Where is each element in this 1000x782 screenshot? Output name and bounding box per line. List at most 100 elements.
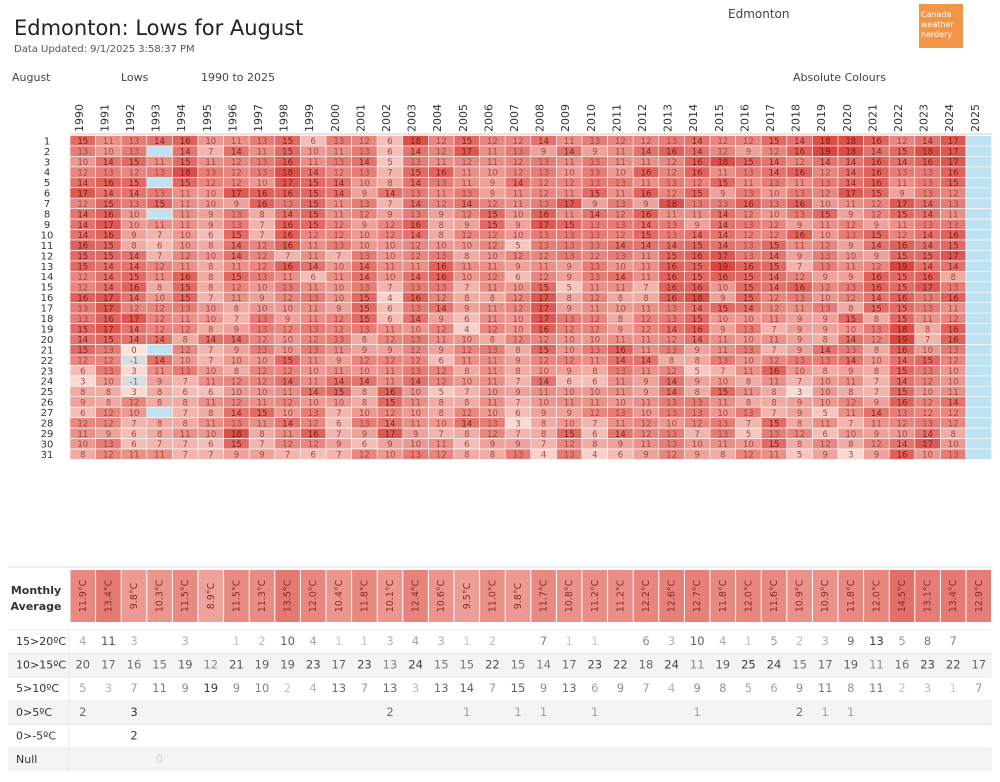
cell-value: 9	[490, 179, 495, 189]
cell-value: 18	[180, 169, 191, 179]
day-label: 15	[41, 283, 54, 294]
cell-value: 17	[538, 294, 549, 304]
cell-value: 17	[538, 304, 549, 314]
cell-value: 12	[359, 137, 370, 147]
cell-value: 12	[461, 409, 472, 419]
brand-logo[interactable]: Canada weather nerdery	[919, 4, 963, 48]
logo-line-3: nerdery	[921, 30, 953, 39]
cell-value: 14	[897, 378, 908, 388]
cell-value: 7	[515, 398, 520, 408]
bin-count: 15	[511, 681, 526, 695]
bin-count: 7	[130, 681, 137, 695]
cell-value: 14	[410, 315, 421, 325]
cell-value: 9	[490, 440, 495, 450]
colour-mode-filter[interactable]: Absolute Colours	[793, 71, 886, 84]
cell-value: 14	[641, 357, 652, 367]
cell-value: 12	[77, 200, 88, 210]
cell-value: 13	[410, 210, 421, 220]
cell-value: 12	[513, 294, 524, 304]
cell-value: 15	[103, 336, 114, 346]
cell-value: 14	[897, 357, 908, 367]
cell-value: 11	[564, 210, 575, 220]
cell-value: 10	[333, 283, 344, 293]
cell-value: 14	[333, 189, 344, 199]
cell-value: 7	[541, 440, 546, 450]
cell-value: 12	[820, 283, 831, 293]
cell-value: 15	[487, 221, 498, 231]
cell-value: 10	[180, 231, 191, 241]
bin-count: 1	[463, 634, 470, 648]
cell-value: 16	[692, 283, 703, 293]
cell-value: 16	[77, 294, 88, 304]
cell-value: 10	[589, 336, 600, 346]
heatmap-cell	[965, 187, 992, 199]
cell-value: 16	[129, 283, 140, 293]
cell-value: 12	[410, 242, 421, 252]
cell-value: 13	[257, 346, 268, 356]
cell-value: 12	[385, 221, 396, 231]
cell-value: 11	[333, 346, 344, 356]
cell-value: 15	[308, 179, 319, 189]
cell-value: 10	[308, 398, 319, 408]
cell-value: 13	[717, 430, 728, 440]
month-filter[interactable]: August	[12, 71, 51, 84]
average-value: 12.0°C	[871, 579, 882, 612]
cell-value: 17	[948, 158, 959, 168]
cell-value: 15	[180, 158, 191, 168]
cell-value: 16	[794, 200, 805, 210]
heatmap-cell	[146, 406, 173, 418]
average-cell	[608, 570, 633, 622]
cell-value: 17	[717, 252, 728, 262]
cell-value: 10	[513, 325, 524, 335]
average-cell	[787, 570, 812, 622]
cell-value: 9	[515, 388, 520, 398]
cell-value: 14	[129, 263, 140, 273]
cell-value: 10	[487, 169, 498, 179]
cell-value: 7	[874, 388, 879, 398]
cell-value: 12	[615, 137, 626, 147]
measure-filter[interactable]: Lows	[121, 71, 149, 84]
cell-value: 12	[77, 357, 88, 367]
cell-value: 6	[310, 137, 315, 147]
cell-value: 9	[566, 367, 571, 377]
cell-value: 8	[874, 367, 879, 377]
cell-value: 13	[743, 346, 754, 356]
cell-value: 9	[797, 325, 802, 335]
cell-value: 13	[743, 325, 754, 335]
cell-value: 12	[333, 325, 344, 335]
cell-value: 16	[717, 273, 728, 283]
day-label: 31	[41, 450, 54, 461]
bin-label: 15>20ºC	[16, 635, 66, 648]
cell-value: 8	[208, 273, 213, 283]
cell-value: 9	[157, 378, 162, 388]
cell-value: 12	[385, 409, 396, 419]
cell-value: 14	[231, 409, 242, 419]
cell-value: 9	[720, 189, 725, 199]
cell-value: 12	[487, 430, 498, 440]
cell-value: 19	[897, 336, 908, 346]
cell-value: 16	[385, 388, 396, 398]
cell-value: 12	[641, 137, 652, 147]
cell-value: 16	[282, 221, 293, 231]
year-range-filter[interactable]: 1990 to 2025	[201, 71, 276, 84]
cell-value: 12	[333, 315, 344, 325]
cell-value: 13	[615, 221, 626, 231]
cell-value: 10	[77, 440, 88, 450]
cell-value: 11	[385, 378, 396, 388]
cell-value: 11	[641, 367, 652, 377]
cell-value: 9	[618, 440, 623, 450]
cell-value: 8	[157, 398, 162, 408]
cell-value: 13	[410, 336, 421, 346]
cell-value: 11	[845, 409, 856, 419]
cell-value: 16	[794, 148, 805, 158]
cell-value: 14	[410, 378, 421, 388]
cell-value: 5	[822, 409, 827, 419]
cell-value: 12	[717, 148, 728, 158]
city-selector[interactable]: Edmonton	[728, 7, 790, 21]
cell-value: 10	[845, 430, 856, 440]
cell-value: 14	[666, 325, 677, 335]
average-value: 9.8°C	[129, 582, 140, 609]
cell-value: 9	[285, 315, 290, 325]
cell-value: 8	[131, 242, 136, 252]
cell-value: 14	[666, 388, 677, 398]
